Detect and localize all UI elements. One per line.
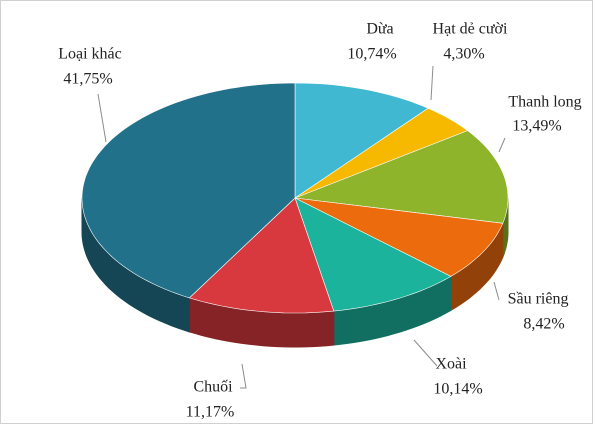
leader-line xyxy=(493,281,500,301)
label-value: 11,17% xyxy=(186,404,235,421)
pie-slice xyxy=(188,197,335,314)
label-value: 41,75% xyxy=(63,71,112,88)
label-name: Sầu riêng xyxy=(508,291,569,308)
pie-slice xyxy=(294,107,469,199)
leader-line xyxy=(413,339,438,367)
pie-slice xyxy=(294,197,504,277)
label-name: Thanh long xyxy=(508,94,581,111)
leader-line xyxy=(240,363,247,389)
pie-slice xyxy=(81,82,296,299)
label-value: 10,74% xyxy=(347,46,396,63)
label-name: Dừa xyxy=(366,21,393,38)
pie-tops xyxy=(81,82,509,314)
label-value: 10,14% xyxy=(433,381,482,398)
leader-line xyxy=(97,93,107,143)
leader-line xyxy=(498,137,506,153)
label-name: Loại khác xyxy=(58,46,122,63)
label-name: Hạt dẻ cười xyxy=(433,21,508,38)
pie-slice xyxy=(294,130,509,224)
pie-slice xyxy=(294,82,429,199)
label-name: Xoài xyxy=(435,356,467,373)
pie-slice xyxy=(294,197,452,312)
label-value: 13,49% xyxy=(512,118,561,135)
label-name: Chuối xyxy=(193,379,233,396)
leader-line xyxy=(430,65,434,101)
label-value: 8,42% xyxy=(523,316,564,333)
label-value: 4,30% xyxy=(443,46,484,63)
labels: Dừa 10,74% Hạt dẻ cười 4,30% Thanh long 13,49… xyxy=(58,21,581,421)
